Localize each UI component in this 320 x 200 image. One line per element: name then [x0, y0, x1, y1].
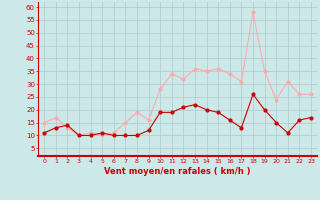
X-axis label: Vent moyen/en rafales ( km/h ): Vent moyen/en rafales ( km/h ) [104, 167, 251, 176]
